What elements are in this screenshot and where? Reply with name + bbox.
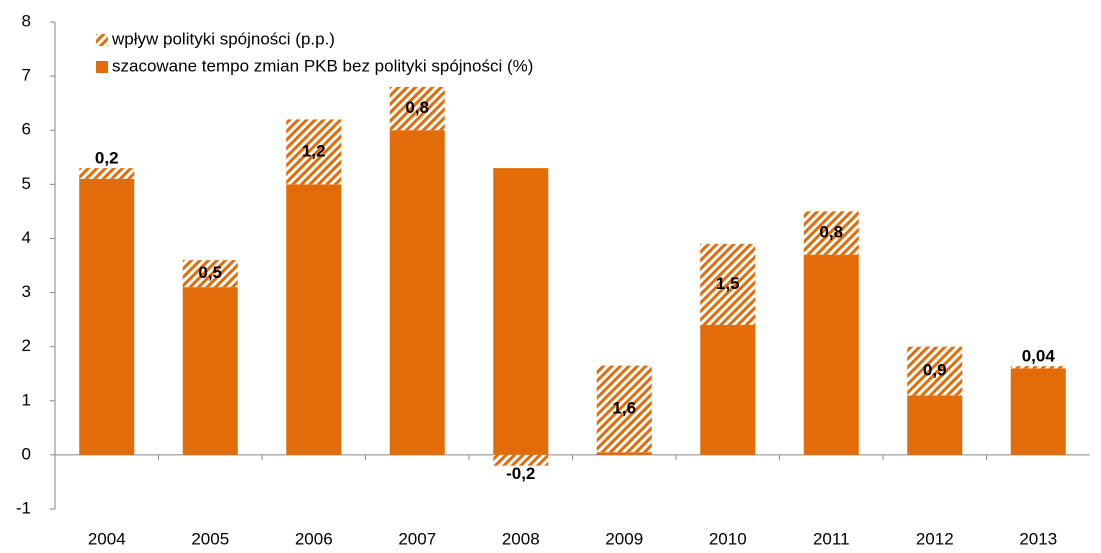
value-label: 0,8: [819, 223, 843, 242]
x-tick-label: 2012: [916, 529, 954, 548]
bar-segment: [907, 346, 963, 396]
bar-segment: [700, 243, 756, 326]
value-label: 1,6: [612, 398, 636, 417]
bar-segment: [1010, 366, 1066, 369]
y-tick-label: 6: [22, 120, 31, 139]
bar-segment: [286, 119, 342, 185]
x-tick-label: 2006: [295, 529, 333, 548]
bar-segment: [803, 254, 859, 455]
legend-swatch: [96, 34, 108, 46]
bar-segment: [493, 168, 549, 455]
value-label: 0,5: [198, 263, 222, 282]
y-tick-label: 3: [22, 282, 31, 301]
value-label: 1,5: [716, 274, 740, 293]
bar-segment: [286, 184, 342, 455]
x-tick-label: 2011: [813, 529, 850, 548]
bar-segment: [182, 260, 238, 288]
x-tick-label: 2010: [709, 529, 747, 548]
bar-segment: [389, 86, 445, 131]
value-label: 0,9: [923, 361, 947, 380]
bar-segment: [907, 395, 963, 455]
x-tick-label: 2013: [1019, 529, 1057, 548]
legend-label: wpływ polityki spójności (p.p.): [111, 29, 335, 48]
bar-segment: [596, 452, 652, 455]
y-tick-label: 5: [22, 174, 31, 193]
y-tick-label: 4: [22, 228, 31, 247]
value-label: 0,04: [1022, 347, 1056, 366]
x-tick-label: 2008: [502, 529, 540, 548]
bar-segment: [79, 178, 135, 455]
value-label: 0,2: [95, 149, 119, 168]
x-tick-label: 2004: [88, 529, 126, 548]
y-tick-label: 7: [22, 66, 31, 85]
bar-segment: [803, 211, 859, 255]
y-tick-label: -1: [16, 498, 31, 517]
bar-segment: [389, 130, 445, 455]
value-label: -0,2: [506, 464, 535, 483]
value-label: 1,2: [302, 141, 326, 160]
y-tick-label: 0: [22, 444, 31, 463]
x-tick-label: 2007: [398, 529, 436, 548]
y-tick-label: 1: [22, 390, 31, 409]
bar-segment: [596, 365, 652, 453]
bar-segment: [79, 168, 135, 179]
bar-segment: [700, 325, 756, 455]
y-tick-label: 8: [22, 11, 31, 30]
y-tick-label: 2: [22, 336, 31, 355]
value-label: 0,8: [405, 98, 429, 117]
bar-segment: [493, 454, 549, 466]
x-tick-label: 2005: [191, 529, 229, 548]
legend-label: szacowane tempo zmian PKB bez polityki s…: [112, 56, 533, 75]
legend-swatch: [96, 61, 108, 73]
bar-segment: [1010, 368, 1066, 455]
x-tick-label: 2009: [605, 529, 643, 548]
bar-segment: [182, 287, 238, 455]
